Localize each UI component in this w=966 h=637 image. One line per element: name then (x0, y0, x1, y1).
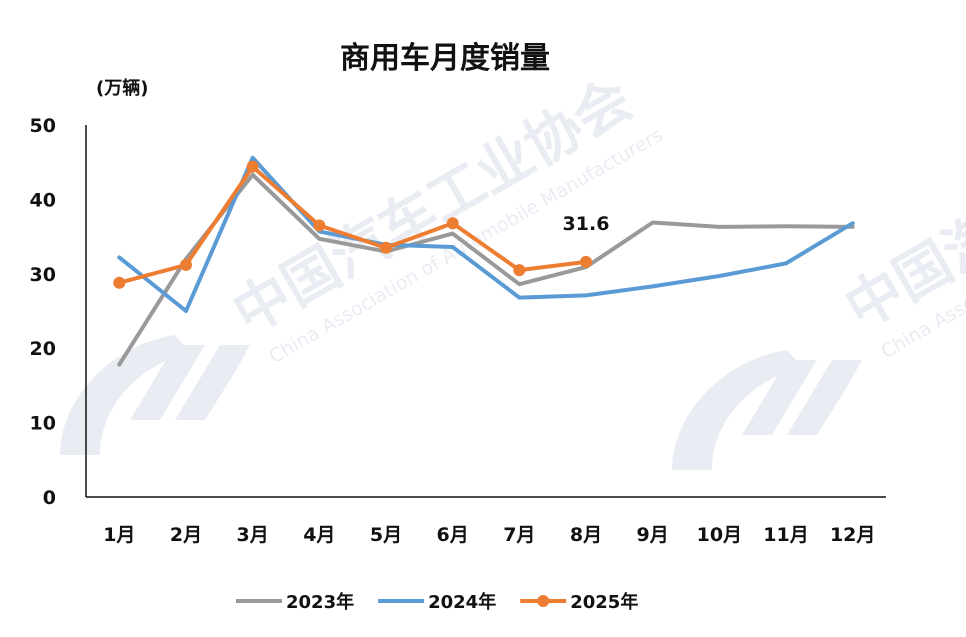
series-2 (113, 160, 592, 289)
legend-label: 2025年 (570, 591, 638, 613)
x-tick-label: 9月 (637, 524, 669, 546)
x-tick-label: 12月 (830, 524, 875, 546)
x-tick-label: 8月 (570, 524, 602, 546)
y-axis-ticks: 0 10 20 30 40 50 (30, 115, 56, 509)
x-tick-label: 10月 (697, 524, 742, 546)
x-tick-label: 4月 (303, 524, 335, 546)
data-point (113, 276, 126, 289)
data-label: 31.6 (563, 213, 610, 235)
legend: 2023年 2024年 2025年 (236, 591, 638, 613)
y-tick-label: 50 (30, 115, 56, 137)
data-point (313, 219, 326, 232)
x-axis-ticks: 1月 2月 3月 4月 5月 6月 7月 8月 9月 10月 11月 12月 (103, 524, 875, 546)
series-line (117, 172, 855, 367)
series-line (117, 164, 588, 285)
y-tick-label: 0 (43, 487, 56, 509)
y-tick-label: 40 (30, 189, 56, 211)
data-point (580, 255, 592, 268)
legend-item: 2025年 (520, 591, 638, 613)
legend-marker (537, 595, 550, 607)
x-tick-label: 3月 (237, 524, 269, 546)
legend-label: 2024年 (428, 591, 496, 613)
y-axis-unit-label: (万辆) (96, 77, 148, 99)
y-tick-label: 30 (30, 264, 56, 286)
data-point (446, 217, 459, 230)
x-tick-label: 7月 (503, 524, 535, 546)
annotation-layer: 31.6 (563, 213, 610, 235)
legend-item: 2023年 (236, 591, 354, 613)
legend-item: 2024年 (378, 591, 496, 613)
x-tick-label: 11月 (763, 524, 808, 546)
chart-title: 商用车月度销量 (340, 41, 550, 76)
data-point (246, 160, 259, 173)
caam-logo-icon (60, 335, 250, 455)
series-0 (117, 172, 855, 367)
caam-logo-icon-2 (672, 350, 862, 470)
series-layer (113, 155, 855, 367)
data-point (513, 264, 526, 277)
data-point (180, 258, 192, 271)
legend-label: 2023年 (286, 591, 354, 613)
x-tick-label: 1月 (103, 524, 135, 546)
y-tick-label: 10 (30, 413, 56, 435)
watermark-cn-text-2: 中国汽车工业协会 (835, 62, 966, 342)
x-tick-label: 5月 (370, 524, 402, 546)
data-point (380, 241, 392, 254)
y-tick-label: 20 (30, 338, 56, 360)
x-tick-label: 6月 (437, 524, 469, 546)
x-tick-label: 2月 (170, 524, 202, 546)
